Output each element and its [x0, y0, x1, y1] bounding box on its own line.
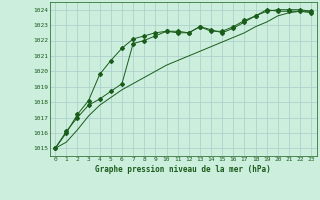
X-axis label: Graphe pression niveau de la mer (hPa): Graphe pression niveau de la mer (hPa)	[95, 165, 271, 174]
